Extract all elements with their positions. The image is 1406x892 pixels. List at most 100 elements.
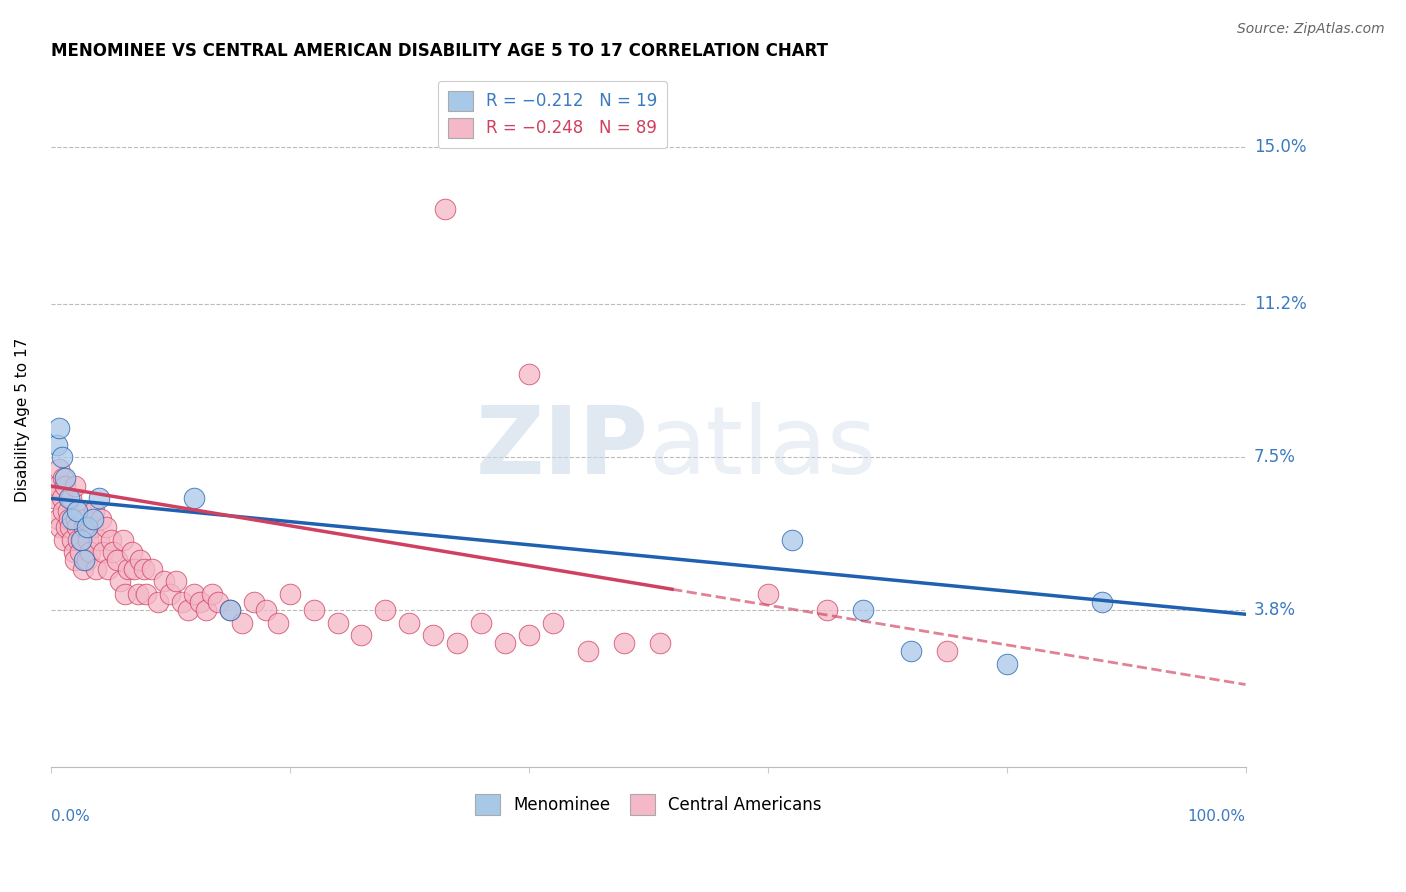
Point [84, 562, 107, 576]
Text: 15.0%: 15.0% [1254, 138, 1306, 156]
Point [83, 504, 105, 518]
Text: 100.0%: 100.0% [1188, 809, 1246, 824]
Text: 7.5%: 7.5% [1254, 448, 1296, 467]
Point [51, 450, 73, 464]
Point [231, 615, 253, 630]
Point [756, 586, 779, 600]
Text: 0.0%: 0.0% [51, 809, 90, 824]
Point [219, 603, 242, 617]
Point [153, 574, 176, 589]
Point [63, 479, 86, 493]
Point [59, 520, 82, 534]
Point [87, 533, 110, 547]
Point [82, 520, 104, 534]
Legend: Menominee, Central Americans: Menominee, Central Americans [468, 788, 828, 822]
Point [374, 603, 396, 617]
Text: MENOMINEE VS CENTRAL AMERICAN DISABILITY AGE 5 TO 17 CORRELATION CHART: MENOMINEE VS CENTRAL AMERICAN DISABILITY… [51, 42, 828, 60]
Text: Source: ZipAtlas.com: Source: ZipAtlas.com [1237, 22, 1385, 37]
Point [53, 533, 76, 547]
Point [135, 586, 157, 600]
Point [183, 586, 205, 600]
Point [72, 562, 94, 576]
Point [434, 202, 457, 216]
Point [62, 545, 84, 559]
Point [302, 603, 325, 617]
Point [53, 479, 76, 493]
Point [254, 603, 277, 617]
Point [852, 603, 875, 617]
Point [127, 586, 149, 600]
Point [45, 438, 67, 452]
Point [108, 574, 131, 589]
Point [82, 512, 104, 526]
Point [422, 628, 444, 642]
Point [48, 462, 70, 476]
Point [1091, 595, 1114, 609]
Point [188, 595, 211, 609]
Point [60, 512, 83, 526]
Point [46, 512, 69, 526]
Point [60, 533, 83, 547]
Y-axis label: Disability Age 5 to 17: Disability Age 5 to 17 [15, 338, 30, 502]
Point [67, 533, 90, 547]
Point [52, 471, 75, 485]
Point [494, 636, 516, 650]
Point [97, 562, 120, 576]
Point [51, 491, 73, 506]
Point [243, 595, 266, 609]
Point [70, 533, 93, 547]
Point [93, 545, 115, 559]
Point [129, 553, 152, 567]
Point [350, 628, 373, 642]
Point [446, 636, 468, 650]
Point [148, 595, 170, 609]
Point [94, 520, 117, 534]
Point [69, 504, 91, 518]
Point [650, 636, 672, 650]
Point [159, 586, 181, 600]
Point [201, 586, 224, 600]
Text: atlas: atlas [648, 401, 876, 493]
Point [87, 491, 110, 506]
Point [326, 615, 349, 630]
Point [517, 368, 540, 382]
Point [195, 603, 218, 617]
Point [65, 512, 87, 526]
Point [578, 644, 600, 658]
Point [56, 504, 79, 518]
Point [58, 512, 80, 526]
Point [132, 562, 155, 576]
Point [935, 644, 957, 658]
Point [76, 520, 98, 534]
Point [517, 628, 540, 642]
Point [73, 553, 96, 567]
Point [470, 615, 492, 630]
Point [541, 615, 564, 630]
Point [63, 553, 86, 567]
Point [117, 562, 139, 576]
Point [278, 586, 301, 600]
Text: 11.2%: 11.2% [1254, 295, 1306, 313]
Point [75, 512, 97, 526]
Point [165, 574, 187, 589]
Point [52, 504, 75, 518]
Point [105, 553, 128, 567]
Point [219, 603, 242, 617]
Point [90, 512, 112, 526]
Point [49, 520, 72, 534]
Point [815, 603, 838, 617]
Point [69, 545, 91, 559]
Point [183, 491, 205, 506]
Point [55, 520, 77, 534]
Point [995, 657, 1018, 671]
Point [100, 533, 122, 547]
Text: ZIP: ZIP [475, 401, 648, 493]
Point [111, 533, 134, 547]
Point [207, 595, 229, 609]
Point [79, 545, 101, 559]
Point [124, 562, 146, 576]
Point [780, 533, 803, 547]
Point [76, 533, 98, 547]
Point [141, 562, 163, 576]
Point [76, 553, 98, 567]
